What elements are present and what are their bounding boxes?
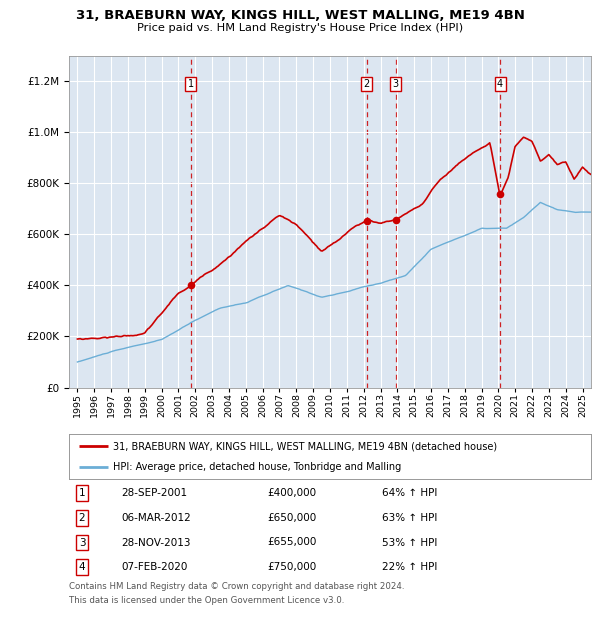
- Text: This data is licensed under the Open Government Licence v3.0.: This data is licensed under the Open Gov…: [69, 596, 344, 605]
- Text: 07-FEB-2020: 07-FEB-2020: [121, 562, 188, 572]
- Text: 64% ↑ HPI: 64% ↑ HPI: [382, 488, 437, 498]
- Text: £400,000: £400,000: [268, 488, 316, 498]
- Text: 2: 2: [79, 513, 85, 523]
- Text: £750,000: £750,000: [268, 562, 317, 572]
- Text: Contains HM Land Registry data © Crown copyright and database right 2024.: Contains HM Land Registry data © Crown c…: [69, 582, 404, 591]
- Text: 53% ↑ HPI: 53% ↑ HPI: [382, 538, 437, 547]
- Text: 06-MAR-2012: 06-MAR-2012: [121, 513, 191, 523]
- Text: 22% ↑ HPI: 22% ↑ HPI: [382, 562, 437, 572]
- Text: 3: 3: [79, 538, 85, 547]
- Text: £650,000: £650,000: [268, 513, 317, 523]
- Text: 31, BRAEBURN WAY, KINGS HILL, WEST MALLING, ME19 4BN (detached house): 31, BRAEBURN WAY, KINGS HILL, WEST MALLI…: [113, 441, 497, 451]
- Text: 3: 3: [393, 79, 399, 89]
- Text: 28-SEP-2001: 28-SEP-2001: [121, 488, 187, 498]
- Text: 63% ↑ HPI: 63% ↑ HPI: [382, 513, 437, 523]
- Text: 1: 1: [188, 79, 194, 89]
- Text: 28-NOV-2013: 28-NOV-2013: [121, 538, 191, 547]
- Text: 2: 2: [364, 79, 370, 89]
- Text: 31, BRAEBURN WAY, KINGS HILL, WEST MALLING, ME19 4BN: 31, BRAEBURN WAY, KINGS HILL, WEST MALLI…: [76, 9, 524, 22]
- Text: HPI: Average price, detached house, Tonbridge and Malling: HPI: Average price, detached house, Tonb…: [113, 461, 401, 472]
- Text: £655,000: £655,000: [268, 538, 317, 547]
- Text: Price paid vs. HM Land Registry's House Price Index (HPI): Price paid vs. HM Land Registry's House …: [137, 23, 463, 33]
- Text: 4: 4: [497, 79, 503, 89]
- Text: 4: 4: [79, 562, 85, 572]
- Text: 1: 1: [79, 488, 85, 498]
